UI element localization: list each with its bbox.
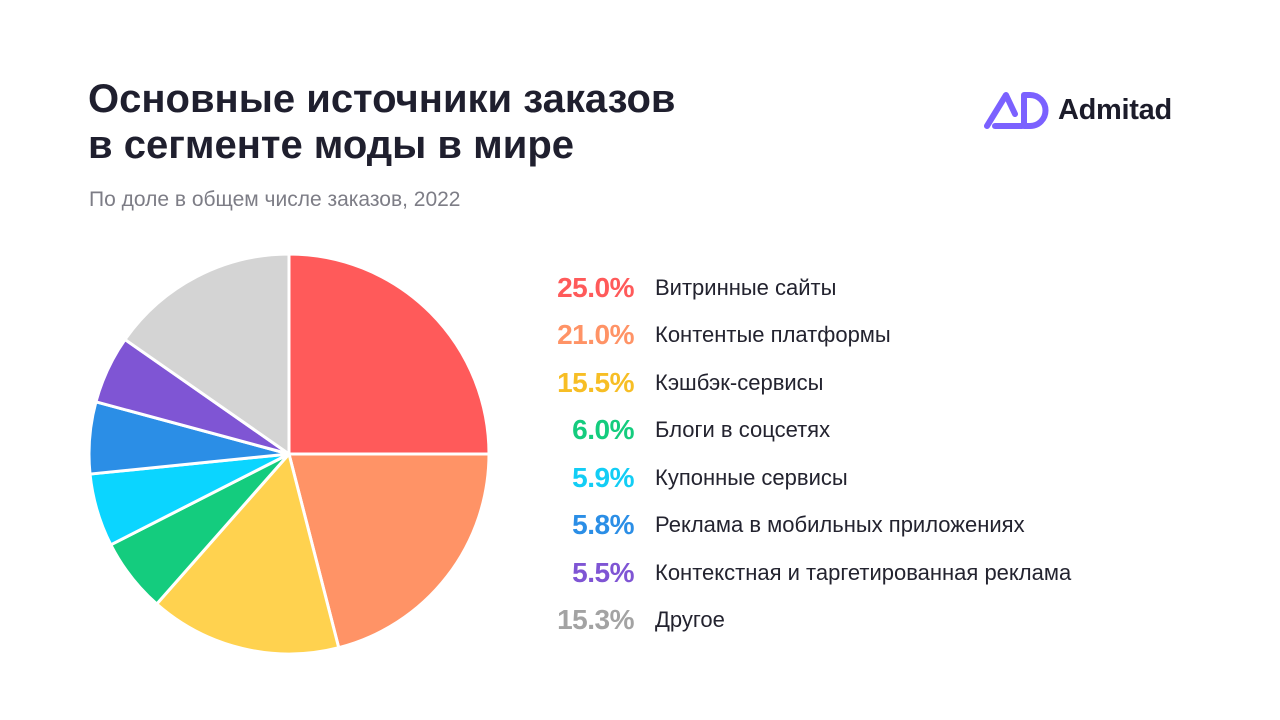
legend-label: Другое [655, 607, 725, 633]
legend-label: Контекстная и таргетированная реклама [655, 559, 1072, 585]
legend-value: 6.0% [572, 414, 634, 446]
brand-logo: Admitad [984, 90, 1172, 130]
legend-value: 5.5% [572, 556, 634, 588]
pie-chart [84, 250, 494, 660]
title-line-1: Основные источники заказов [88, 77, 676, 121]
legend-value: 21.0% [557, 319, 634, 351]
legend-value: 25.0% [557, 271, 634, 303]
legend-label: Витринные сайты [655, 274, 837, 300]
legend-label: Купонные сервисы [655, 464, 848, 490]
legend-value: 5.8% [572, 509, 634, 541]
chart-legend: 25.0% Витринные сайты 21.0% Контентые платф… [520, 264, 1220, 644]
legend-label: Блоги в соцсетях [655, 417, 831, 443]
legend-item: 21.0% Контентые платформы [520, 312, 1220, 360]
legend-item: 25.0% Витринные сайты [520, 264, 1220, 312]
legend-value: 15.3% [557, 604, 634, 636]
chart-subtitle: По доле в общем числе заказов, 2022 [89, 188, 461, 211]
pie-slice-3 [155, 452, 341, 656]
legend-item: 15.5% Кэшбэк-сервисы [520, 359, 1220, 407]
legend-value: 5.9% [572, 461, 634, 493]
legend-label: Кэшбэк-сервисы [655, 369, 824, 395]
brand-name: Admitad [1058, 93, 1172, 126]
legend-item: 5.9% Купонные сервисы [520, 454, 1220, 502]
legend-item: 5.5% Контекстная и таргетированная реклам… [520, 549, 1220, 597]
legend-item: 15.3% Другое [520, 597, 1220, 645]
legend-item: 6.0% Блоги в соцсетях [520, 407, 1220, 455]
pie-slice-8 [123, 252, 291, 456]
legend-value: 15.5% [557, 366, 634, 398]
pie-chart-svg [87, 252, 491, 656]
legend-label: Реклама в мобильных приложениях [655, 512, 1025, 538]
chart-title: Основные источники заказов в сегменте мо… [88, 76, 848, 168]
legend-item: 5.8% Реклама в мобильных приложениях [520, 502, 1220, 550]
pie-slice-2 [287, 452, 491, 650]
pie-slice-1 [287, 252, 491, 456]
legend-label: Контентые платформы [655, 322, 891, 348]
admitad-logo-icon [984, 92, 1049, 129]
title-line-2: в сегменте моды в мире [88, 123, 574, 167]
